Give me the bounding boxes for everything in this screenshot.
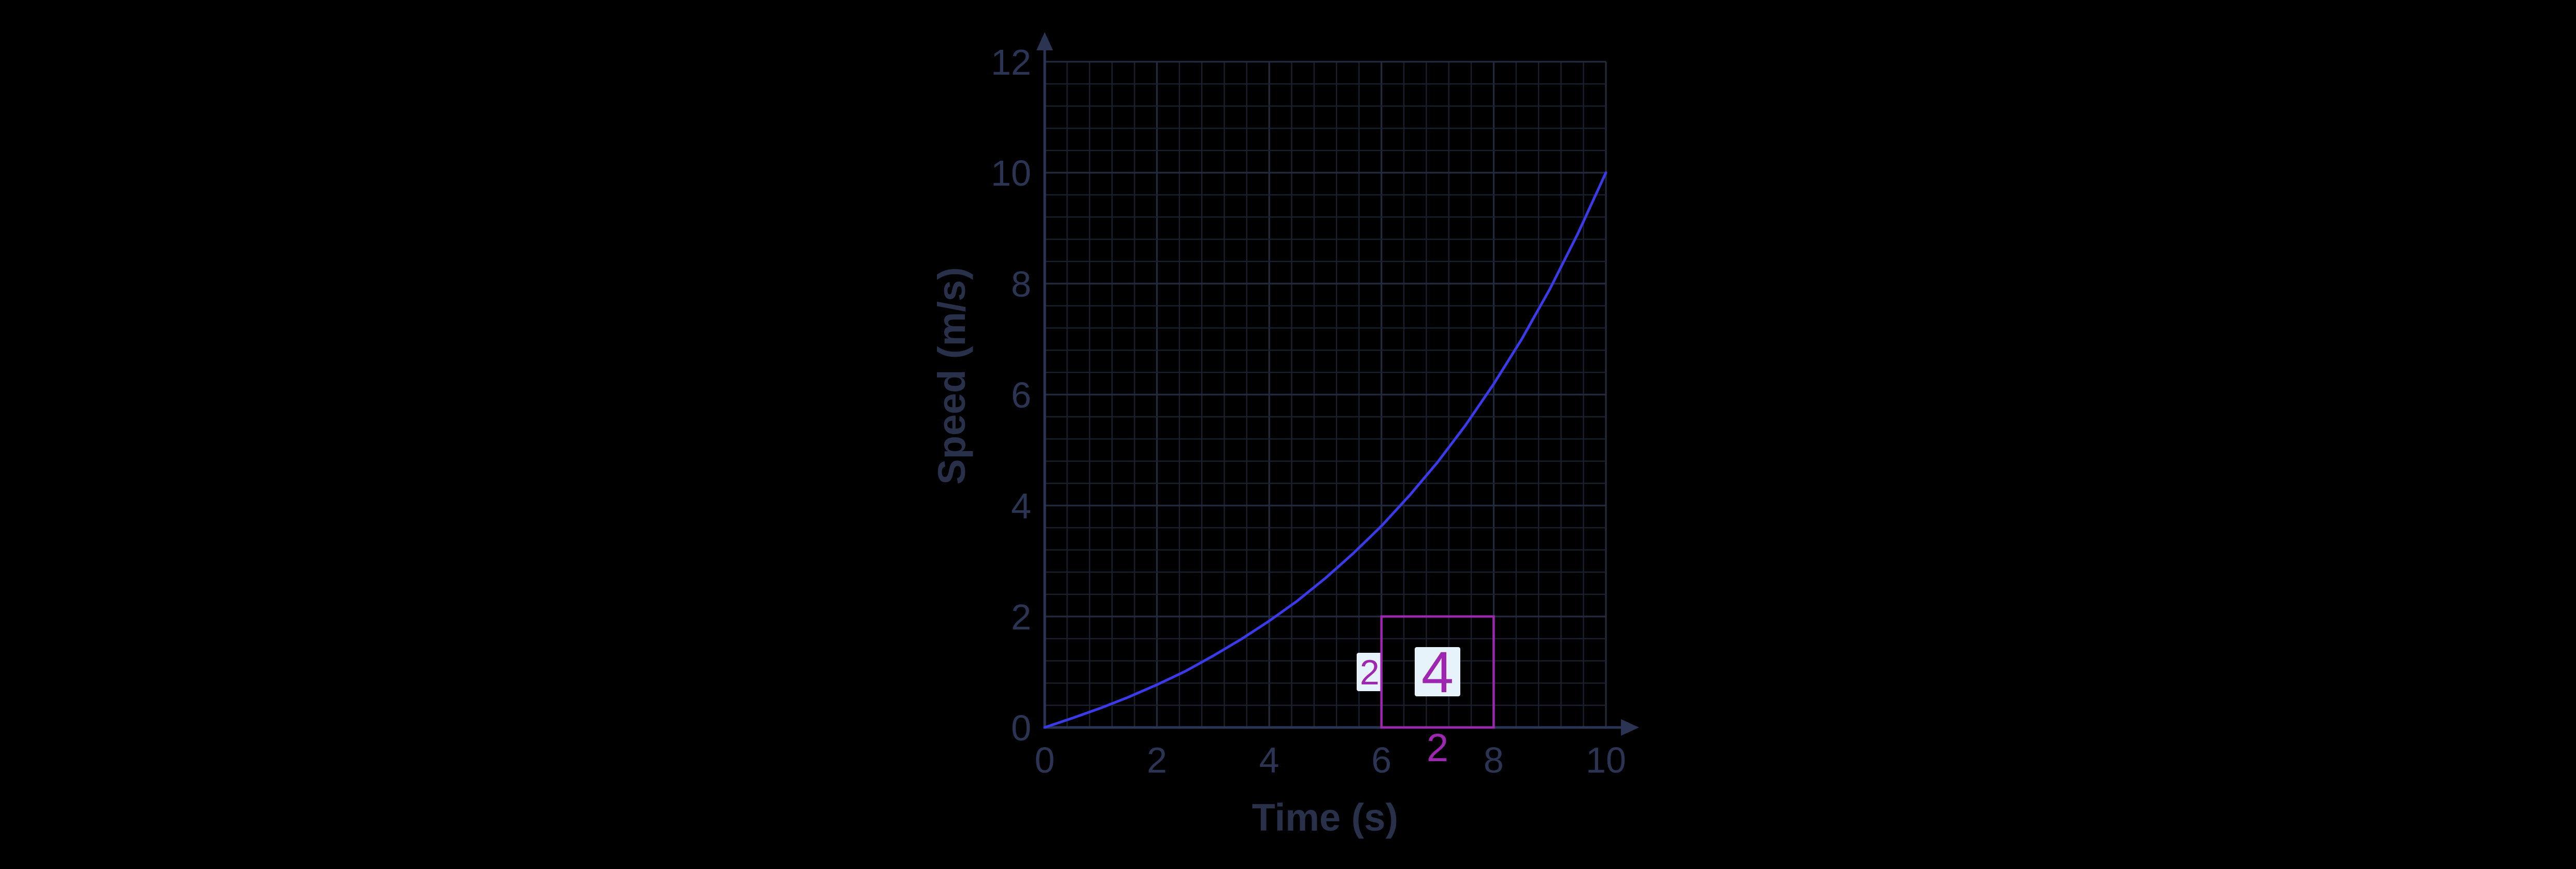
y-tick-label: 10 — [991, 153, 1031, 193]
highlight-rect[interactable] — [1380, 615, 1495, 729]
rect-width-label: 2 — [1427, 726, 1448, 770]
rect-height-label[interactable]: 2 — [1360, 653, 1379, 692]
height-value-chip[interactable] — [1357, 653, 1383, 691]
gridlines — [1045, 61, 1607, 727]
x-axis-arrow-icon — [1621, 719, 1639, 736]
x-tick-label: 6 — [1371, 740, 1391, 780]
x-tick-label: 0 — [1035, 740, 1055, 780]
highlight-annotation: 2 4 2 — [1357, 615, 1495, 770]
x-tick-label: 8 — [1484, 740, 1504, 780]
y-tick-label: 8 — [1011, 264, 1031, 304]
x-tick-labels: 0 2 4 6 8 10 — [1035, 740, 1626, 780]
y-tick-label: 12 — [991, 42, 1031, 82]
y-tick-label: 2 — [1011, 597, 1031, 637]
axes — [1036, 32, 1639, 736]
y-tick-labels: 0 2 4 6 8 10 12 — [991, 42, 1031, 748]
rect-area-label[interactable]: 4 — [1421, 640, 1454, 705]
y-tick-label: 0 — [1011, 708, 1031, 748]
area-value-chip[interactable] — [1415, 647, 1460, 696]
y-axis-title: Speed (m/s) — [930, 267, 973, 484]
x-tick-label: 2 — [1147, 740, 1167, 780]
y-tick-label: 6 — [1011, 375, 1031, 415]
x-axis-title: Time (s) — [1252, 796, 1398, 839]
y-tick-label: 4 — [1011, 486, 1031, 526]
x-tick-label: 10 — [1586, 740, 1626, 780]
x-tick-label: 4 — [1259, 740, 1279, 780]
speed-curve — [1043, 171, 1607, 729]
y-axis-arrow-icon — [1036, 32, 1053, 50]
